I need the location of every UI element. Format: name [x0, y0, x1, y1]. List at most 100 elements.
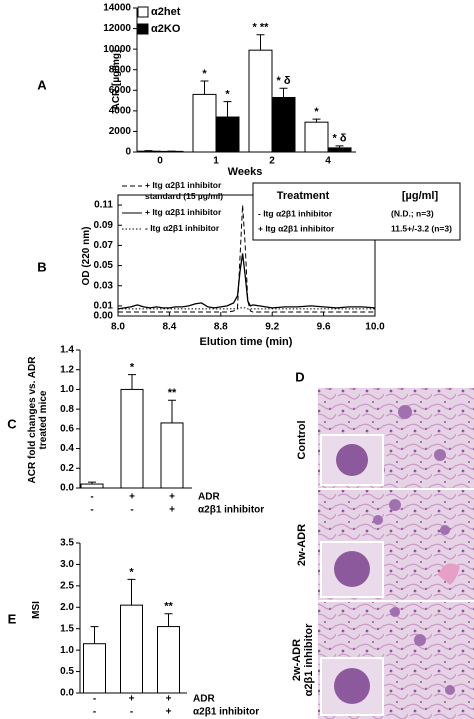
inset-glomerulus: [334, 668, 370, 704]
y-axis-label-box: MSI: [31, 601, 42, 619]
condition-name: ADR: [193, 694, 215, 705]
table-frame: [252, 182, 461, 241]
error-bar: [312, 118, 321, 123]
error-bar: [256, 34, 265, 51]
y-tick-label: 0.07: [94, 240, 114, 251]
y-tick-label: 1.4: [60, 345, 74, 356]
legend-label-box: + Itg α2β1 inhibitor: [145, 207, 222, 217]
condition-value: +: [129, 694, 135, 705]
legend-label: α2het: [151, 6, 181, 18]
panel-letter: B: [37, 259, 46, 274]
y-axis-label-box: ACR [µg/mg]: [111, 49, 122, 111]
y-tick-label: 0.01: [94, 301, 114, 312]
image-label: Control: [296, 420, 308, 459]
panel-d-images: [318, 388, 474, 719]
series-line: [118, 205, 375, 313]
y-tick-label: 1.2: [60, 364, 74, 375]
y-axis-label-box: ACR fold changes vs. ADR treated mice: [27, 357, 49, 484]
plot-frame: [117, 194, 376, 317]
significance-label: * **: [253, 22, 270, 34]
y-tick-label: 6000: [109, 85, 132, 96]
legend-label-box: + Itg α2β1 inhibitor standard (15 µg/ml): [145, 180, 223, 201]
y-tick-label: 0.09: [94, 220, 114, 231]
cast: [438, 563, 460, 585]
y-tick-label: 2.5: [60, 580, 74, 591]
y-tick-label: 0.6: [60, 423, 74, 434]
bar: [136, 150, 161, 153]
x-tick-label: 9.2: [265, 322, 279, 333]
bar: [120, 604, 143, 694]
y-axis-label-box: OD (220 nm): [81, 226, 92, 286]
significance-label: * δ: [276, 75, 290, 87]
y-tick-label: 0: [125, 147, 131, 158]
y-axis-label: OD (220 nm): [81, 226, 92, 286]
y-tick-label: 3.5: [60, 538, 74, 549]
y-tick-label: 0.5: [60, 666, 74, 677]
bar: [192, 93, 217, 153]
image-label: α2β1 inhibitor: [303, 623, 315, 696]
inset-glomerulus: [336, 444, 368, 476]
y-tick-label: 0.2: [60, 463, 74, 474]
y-tick-label: 0.0: [60, 688, 74, 699]
table-cell: + Itg α2β1 inhibitor: [258, 223, 335, 233]
condition-value: +: [166, 694, 172, 705]
significance-label: * δ: [332, 133, 346, 145]
error-bar: [335, 145, 344, 148]
y-tick-label: 0.11: [94, 200, 113, 211]
table-header: [µg/ml]: [402, 190, 439, 202]
bar: [215, 116, 240, 153]
series-line: [117, 253, 376, 310]
legend-label: α2KO: [151, 23, 181, 35]
y-tick-label: 1.0: [60, 384, 74, 395]
legend-swatch: [137, 23, 149, 35]
panel-letter: A: [37, 77, 47, 92]
condition-name: α2β1 inhibitor: [198, 505, 264, 516]
y-tick-label: 0.00: [94, 311, 114, 322]
bar: [304, 121, 329, 153]
x-tick-label: 10.0: [365, 322, 385, 333]
y-tick-label: 0.03: [94, 280, 114, 291]
x-tick-label: 8.0: [111, 322, 125, 333]
y-tick-label: 3.0: [60, 559, 74, 570]
condition-value: +: [169, 492, 175, 503]
y-tick-label: 1.0: [60, 645, 74, 656]
x-axis-label: Elution time (min): [200, 336, 293, 348]
error-bar: [279, 87, 288, 98]
y-axis-label: ACR [µg/mg]: [111, 49, 122, 111]
y-tick-label: 1.5: [60, 623, 74, 634]
table-cell: 11.5+/-3.2 (n=3): [391, 223, 452, 233]
condition-name: α2β1 inhibitor: [193, 707, 259, 718]
bar: [160, 422, 184, 489]
significance-label: *: [202, 68, 207, 80]
table-header: Treatment: [277, 190, 330, 202]
bar: [248, 49, 273, 153]
y-tick-label: 0.0: [60, 483, 74, 494]
bar: [271, 96, 296, 153]
significance-label: **: [168, 387, 177, 399]
condition-value: -: [130, 707, 133, 718]
condition-value: +: [166, 707, 172, 718]
image-label: 2w-ADR: [296, 524, 308, 566]
y-tick-label: 2.0: [60, 602, 74, 613]
error-bar: [168, 399, 176, 423]
condition-value: -: [93, 707, 96, 718]
bar: [120, 388, 144, 489]
y-tick-label: 2000: [109, 126, 132, 137]
x-tick-label: 8.8: [214, 322, 228, 333]
bar: [80, 483, 104, 489]
image-label: 2w-ADR: [291, 639, 303, 681]
legend-label: + Itg α2β1 inhibitor: [145, 207, 222, 217]
bar: [327, 147, 352, 153]
table-cell: (N.D.; n=3): [391, 208, 434, 218]
y-axis-label: MSI: [31, 601, 42, 619]
x-axis-label: Weeks: [228, 166, 263, 178]
y-tick-label: 0.4: [60, 443, 74, 454]
bar: [157, 626, 180, 694]
significance-label: **: [164, 601, 173, 613]
condition-value: +: [169, 505, 175, 516]
legend-swatch: [137, 6, 149, 18]
error-bar: [164, 613, 173, 627]
error-bar: [128, 374, 136, 390]
error-bar: [90, 626, 99, 644]
